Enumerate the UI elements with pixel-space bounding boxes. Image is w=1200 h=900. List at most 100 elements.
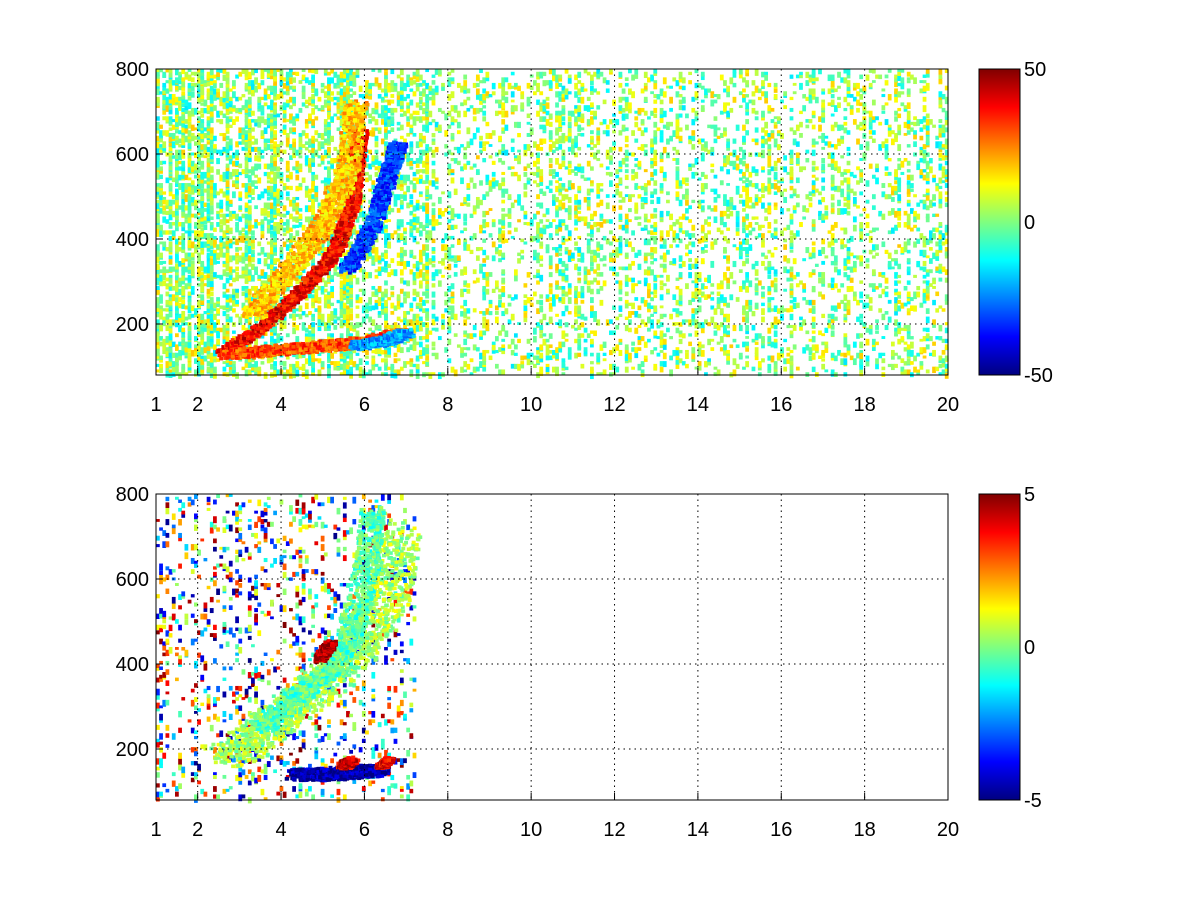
heatmap-cell [456,121,461,128]
heatmap-cell [159,194,163,201]
heatmap-cell [453,105,458,110]
heatmap-cell [178,280,182,288]
heatmap-cell [171,132,176,140]
heatmap-cell [295,160,300,167]
heatmap-cell [251,169,255,176]
heatmap-cell [437,280,442,287]
heatmap-cell [488,355,493,361]
heatmap-cell [289,69,293,72]
heatmap-cell [270,336,274,342]
heatmap-cell [425,355,430,361]
heatmap-cell [485,121,490,127]
heatmap-cell [156,297,160,304]
heatmap-cell [342,272,347,279]
heatmap-cell [232,191,236,199]
heatmap-cell [254,121,258,127]
heatmap-cell [257,241,262,247]
heatmap-cell [504,238,509,243]
heatmap-cell [320,291,325,295]
heatmap-cell [289,174,293,180]
heatmap-cell [342,302,347,309]
heatmap-cell [209,333,214,337]
heatmap-cell [159,269,163,274]
heatmap-cell [171,210,176,218]
heatmap-cell [219,252,224,258]
heatmap-cell [235,247,239,252]
heatmap-cell [273,338,277,344]
heatmap-cell [181,238,186,245]
heatmap-cell [263,69,268,72]
heatmap-cell [232,80,236,87]
heatmap-cell [342,252,347,257]
heatmap-cell [526,272,531,278]
heatmap-cell [548,163,553,169]
heatmap-cell [244,316,249,324]
heatmap-cell [266,116,271,121]
heatmap-cell [247,88,252,95]
heatmap-cell [342,297,347,301]
heatmap-cell [257,155,262,159]
heatmap-cell [450,91,455,99]
heatmap-cell [187,294,192,298]
heatmap-cell [228,110,233,114]
heatmap-cell [219,174,224,182]
heatmap-cell [254,180,258,184]
heatmap-cell [197,110,201,115]
heatmap-cell [361,269,366,275]
heatmap-cell [336,299,341,304]
heatmap-cell [184,277,189,281]
heatmap-cell [219,219,224,225]
heatmap-cell [311,366,315,373]
heatmap-cell [456,238,461,246]
heatmap-cell [510,71,515,76]
heatmap-cell [450,291,455,297]
heatmap-cell [200,188,205,195]
heatmap-cell [187,138,192,144]
heatmap-cell [206,280,211,288]
heatmap-cell [197,116,201,121]
heatmap-cell [371,69,376,72]
heatmap-cell [241,272,246,279]
heatmap-cell [209,88,214,95]
heatmap-cell [159,230,163,238]
heatmap-cell [190,269,195,277]
heatmap-cell [311,74,315,80]
heatmap-cell [292,363,296,370]
heatmap-cell [235,302,239,307]
heatmap-cell [190,91,195,98]
heatmap-cell [225,163,230,168]
heatmap-cell [270,208,274,215]
heatmap-cell [276,196,281,204]
heatmap-cell [213,313,217,320]
heatmap-cell [346,280,350,287]
heatmap-cell [501,344,506,349]
heatmap-cell [336,149,341,155]
heatmap-cell [384,91,388,97]
heatmap-cell [216,202,220,209]
heatmap-cell [159,363,163,369]
heatmap-cell [206,146,211,152]
heatmap-cell [377,366,382,371]
heatmap-cell [298,241,303,247]
heatmap-cell [330,135,335,143]
heatmap-cell [181,366,186,374]
heatmap-cell [203,224,208,231]
heatmap-cell [194,107,198,114]
heatmap-cell [175,160,179,168]
heatmap-cell [209,127,214,134]
heatmap-cell [168,169,173,175]
heatmap-cell [403,227,407,232]
heatmap-cell [162,266,167,273]
heatmap-cell [567,347,572,354]
heatmap-cell [178,96,182,101]
heatmap-cell [178,355,182,361]
heatmap-cell [396,294,401,300]
heatmap-cell [187,297,192,302]
heatmap-cell [197,272,201,277]
heatmap-cell [232,255,236,261]
heatmap-cell [311,119,315,126]
heatmap-cell [406,311,411,315]
heatmap-cell [384,252,388,260]
heatmap-cell [165,96,170,101]
heatmap-cell [276,152,281,158]
